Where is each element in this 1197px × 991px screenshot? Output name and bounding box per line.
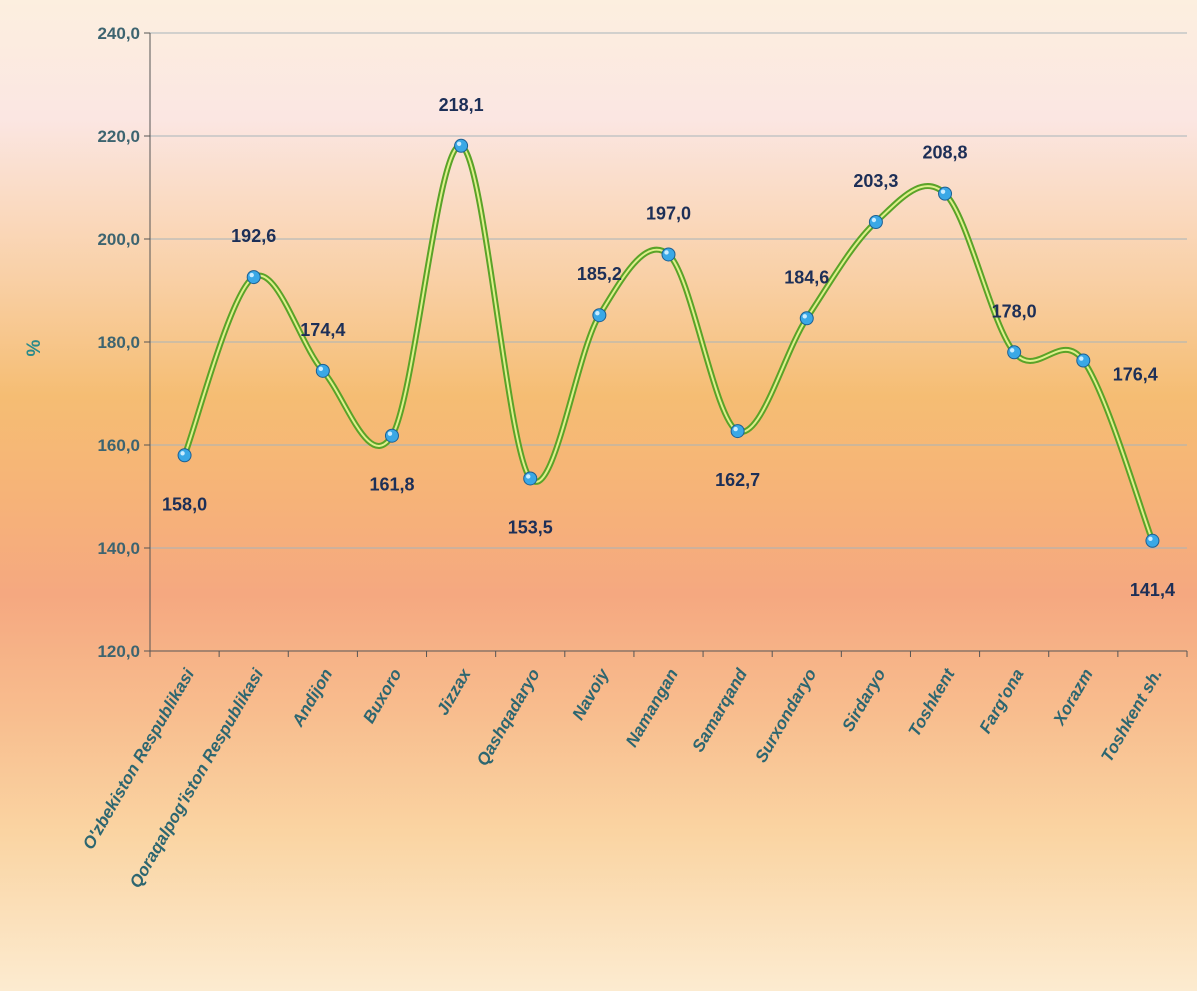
data-label: 203,3 [853, 171, 898, 191]
x-category-label: Toshkent [905, 664, 960, 740]
data-label: 176,4 [1113, 365, 1158, 385]
series-line-core [183, 144, 1154, 542]
x-category-label: Andijon [288, 666, 337, 731]
data-point-highlight [664, 250, 669, 255]
data-point-highlight [456, 141, 462, 146]
data-point [592, 308, 607, 323]
data-label: 184,6 [784, 267, 829, 287]
data-point [1076, 353, 1091, 368]
data-label: 208,8 [923, 143, 968, 163]
y-tick-label: 180,0 [97, 333, 140, 352]
data-label: 141,4 [1130, 580, 1175, 600]
data-point [799, 311, 814, 326]
x-category-label: Xorazm [1049, 666, 1097, 730]
data-point-highlight [318, 366, 324, 372]
data-point-highlight [526, 474, 531, 479]
data-label: 161,8 [369, 475, 414, 495]
data-point [730, 424, 745, 439]
y-tick-label: 120,0 [97, 642, 140, 661]
x-category-label: Samarqand [688, 665, 751, 755]
data-point-highlight [595, 311, 600, 316]
x-category-label: Qoraqalpog'iston Respublikasi [126, 664, 268, 891]
x-category-labels: O'zbekiston RespublikasiQoraqalpog'iston… [79, 664, 1166, 891]
data-point [1145, 533, 1160, 548]
x-category-label: Surxondaryo [751, 666, 820, 766]
data-point [246, 270, 261, 285]
x-category-label: Farg'ona [976, 666, 1028, 737]
data-point [315, 363, 330, 378]
data-point-highlight [1079, 356, 1084, 361]
y-tick-label: 200,0 [97, 230, 140, 249]
data-point-highlight [733, 426, 738, 432]
y-tick-label: 220,0 [97, 127, 140, 146]
data-label: 218,1 [439, 95, 484, 115]
data-label: 153,5 [508, 517, 553, 537]
data-point-highlight [1009, 348, 1015, 353]
y-axis-label: % [24, 339, 45, 356]
data-point [384, 428, 399, 443]
y-tick-label: 140,0 [97, 539, 140, 558]
data-point [523, 471, 538, 486]
data-label: 178,0 [992, 301, 1037, 321]
x-category-label: Sirdaryo [838, 666, 889, 735]
data-markers [177, 138, 1160, 548]
data-label: 174,4 [300, 320, 345, 340]
data-point-highlight [802, 314, 807, 319]
data-point [177, 448, 192, 463]
y-tick-label: 160,0 [97, 436, 140, 455]
data-point-highlight [180, 451, 185, 456]
data-point-highlight [387, 431, 393, 436]
data-point [1007, 345, 1022, 360]
x-category-label: Qashqadaryo [473, 666, 544, 770]
data-label: 162,7 [715, 470, 760, 490]
data-point-highlight [1148, 536, 1153, 541]
x-category-label: Toshkent sh. [1097, 666, 1166, 766]
x-category-label: Namangan [622, 666, 682, 751]
data-point-highlight [249, 272, 254, 278]
data-label: 158,0 [162, 494, 207, 514]
data-labels: 158,0 192,6 174,4 161,8 218,1 153,5 185,2 197,0… [162, 95, 1175, 600]
data-point [661, 247, 676, 262]
data-point-highlight [871, 217, 877, 223]
data-point [938, 186, 953, 201]
y-tick-labels: 120,0 140,0 160,0 180,0 200,0 220,0 240,0 [97, 24, 140, 661]
y-tick-label: 240,0 [97, 24, 140, 43]
grid-lines [150, 32, 1187, 652]
x-category-label: Jizzax [433, 664, 475, 718]
data-point [454, 138, 469, 153]
x-category-label: Buxoro [359, 666, 405, 727]
series-line [181, 142, 1156, 544]
data-label: 197,0 [646, 203, 691, 223]
x-category-label: Navoiy [569, 664, 614, 723]
data-label: 185,2 [577, 264, 622, 284]
axes [144, 32, 1188, 657]
data-label: 192,6 [231, 226, 276, 246]
data-point [868, 215, 883, 230]
data-point-highlight [940, 189, 946, 194]
